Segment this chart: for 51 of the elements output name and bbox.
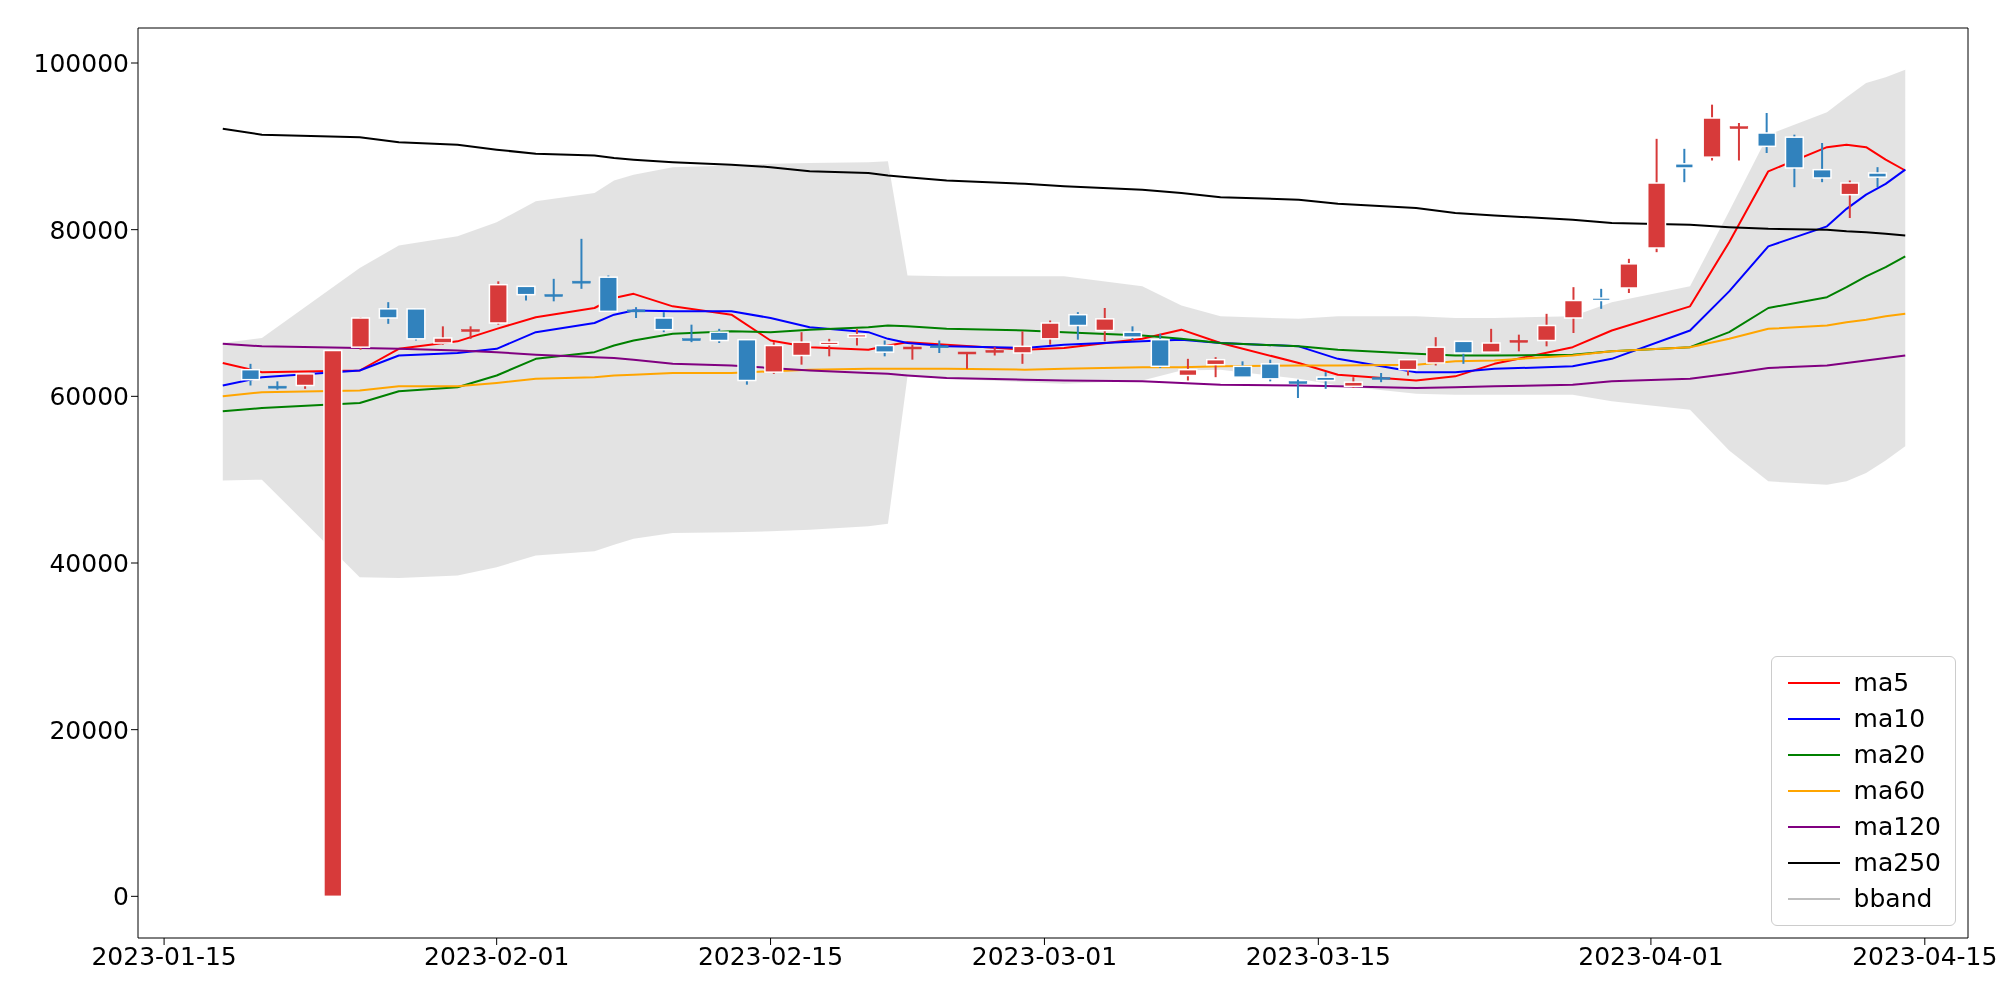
- candlestick: [1591, 287, 1611, 310]
- candlestick: [1453, 340, 1474, 365]
- x-tick-label: 2023-02-15: [697, 941, 844, 971]
- candlestick: [378, 301, 398, 325]
- legend-label: ma10: [1853, 703, 1926, 735]
- candlestick: [1840, 179, 1860, 219]
- candlestick: [572, 237, 591, 290]
- legend-label: ma5: [1853, 667, 1910, 699]
- candlestick: [1536, 312, 1557, 348]
- candlestick: [1288, 378, 1308, 399]
- x-tick-label: 2023-01-15: [91, 941, 237, 971]
- candlestick: [1068, 311, 1088, 341]
- x-tick-label: 2023-03-01: [971, 941, 1118, 971]
- y-tick-label: 60000: [49, 382, 129, 412]
- line-series: [221, 127, 1907, 237]
- candlestick: [1729, 122, 1749, 162]
- y-tick-label: 20000: [49, 715, 129, 745]
- candlestick: [1674, 147, 1694, 184]
- legend-label: bband: [1853, 883, 1933, 915]
- line-series: [221, 342, 1907, 389]
- y-tick-label: 80000: [49, 215, 129, 245]
- candlestick: [1481, 327, 1501, 354]
- candlestick: [1095, 307, 1115, 343]
- candlestick: [1812, 142, 1832, 184]
- candlestick: [433, 325, 453, 346]
- candlestick: [1563, 286, 1584, 334]
- candlestick: [1757, 112, 1777, 154]
- legend-label: ma20: [1853, 739, 1926, 771]
- candlestick: [654, 311, 674, 334]
- legend-label: ma250: [1853, 847, 1941, 879]
- x-tick-label: 2023-02-01: [424, 941, 570, 971]
- candlestick: [1260, 358, 1280, 383]
- candlestick: [544, 277, 563, 303]
- legend-label: ma60: [1853, 775, 1926, 807]
- candlestick: [1205, 356, 1226, 379]
- candlestick: [1426, 336, 1446, 367]
- candlestick: [1012, 330, 1033, 365]
- candlestick: [1040, 319, 1060, 346]
- candlestick: [240, 362, 261, 387]
- x-tick-label: 2023-04-15: [1852, 941, 1998, 971]
- line-series: [221, 312, 1907, 398]
- x-tick-label: 2023-03-15: [1245, 941, 1391, 971]
- candlestick: [1178, 357, 1198, 382]
- legend-label: ma120: [1853, 811, 1941, 843]
- candlestick: [1867, 166, 1888, 189]
- x-tick-label: 2023-04-01: [1578, 941, 1724, 971]
- y-tick-label: 0: [113, 882, 129, 912]
- candlestick: [791, 331, 812, 366]
- y-tick-label: 40000: [49, 548, 129, 578]
- line-series: [221, 255, 1907, 413]
- y-tick-label: 100000: [33, 48, 129, 78]
